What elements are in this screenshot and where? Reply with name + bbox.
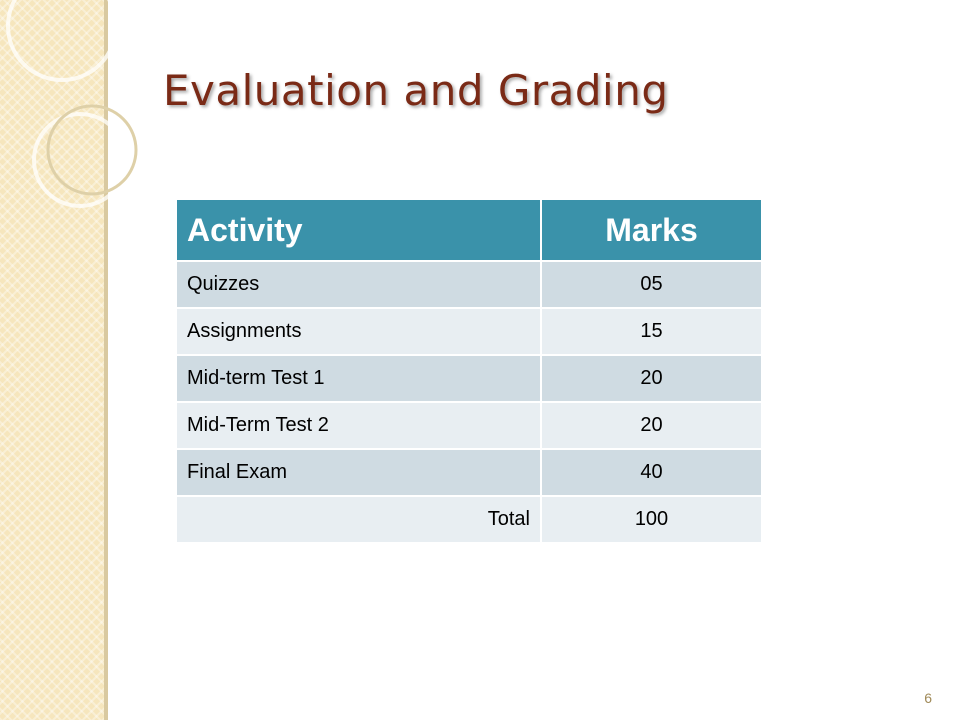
activity-cell: Mid-Term Test 2 xyxy=(177,402,542,450)
table-row: Assignments 15 xyxy=(177,308,761,356)
activity-cell: Final Exam xyxy=(177,449,542,497)
side-strip-border xyxy=(104,0,108,720)
marks-column-header: Marks xyxy=(541,200,761,262)
activity-cell: Mid-term Test 1 xyxy=(177,355,542,403)
total-label: Total xyxy=(177,496,542,544)
table-row: Mid-Term Test 2 20 xyxy=(177,402,761,450)
table-row: Quizzes 05 xyxy=(177,261,761,309)
marks-cell: 20 xyxy=(541,355,761,403)
grading-table: Activity Marks Quizzes 05 Assignments 15… xyxy=(177,200,761,544)
activity-cell: Assignments xyxy=(177,308,542,356)
marks-cell: 15 xyxy=(541,308,761,356)
marks-cell: 40 xyxy=(541,449,761,497)
total-marks: 100 xyxy=(541,496,761,544)
table-header-row: Activity Marks xyxy=(177,200,761,262)
marks-cell: 05 xyxy=(541,261,761,309)
page-number: 6 xyxy=(924,690,932,706)
slide-title: Evaluation and Grading xyxy=(163,66,669,115)
activity-column-header: Activity xyxy=(177,200,542,262)
circle-ornament-icon xyxy=(6,0,138,208)
table-row: Final Exam 40 xyxy=(177,449,761,497)
decorative-side-strip xyxy=(0,0,104,720)
table-row: Mid-term Test 1 20 xyxy=(177,355,761,403)
marks-cell: 20 xyxy=(541,402,761,450)
activity-cell: Quizzes xyxy=(177,261,542,309)
total-row: Total 100 xyxy=(177,496,761,544)
